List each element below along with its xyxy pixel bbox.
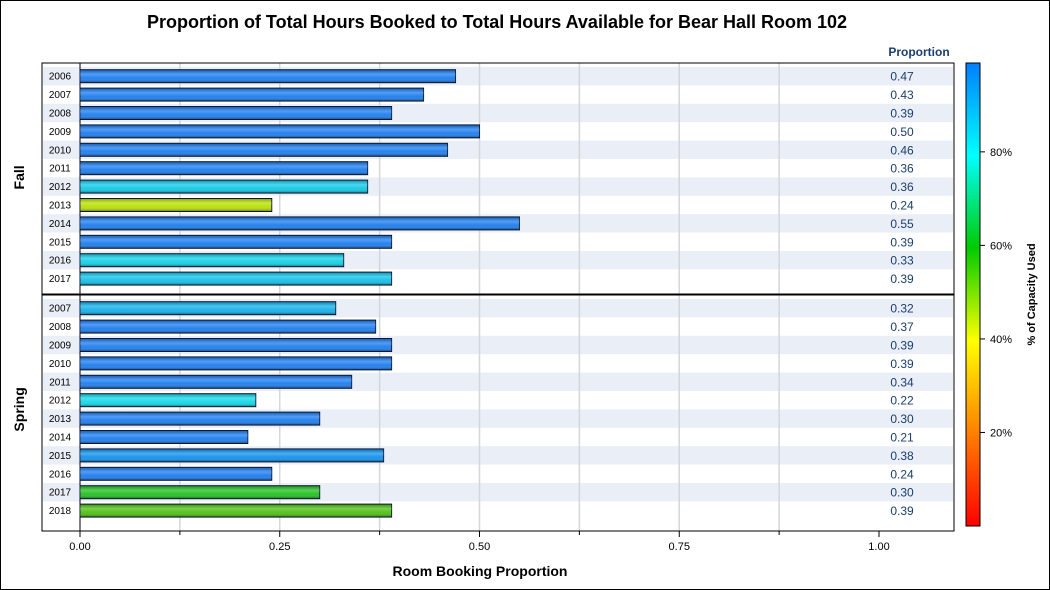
bar-shine-fall-2017 xyxy=(80,272,392,286)
row-label-spring-2015: 2015 xyxy=(49,451,72,462)
row-label-fall-2016: 2016 xyxy=(49,256,72,267)
row-label-spring-2010: 2010 xyxy=(49,359,72,370)
bar-shine-fall-2014 xyxy=(80,216,520,230)
bar-shine-spring-2014 xyxy=(80,430,248,444)
bar-shine-spring-2012 xyxy=(80,393,256,407)
x-tick-label: 0.25 xyxy=(269,541,290,553)
bar-shine-fall-2009 xyxy=(80,124,480,138)
bar-shine-spring-2017 xyxy=(80,485,320,499)
value-label-fall-2006: 0.47 xyxy=(890,70,914,84)
row-label-fall-2007: 2007 xyxy=(49,90,72,101)
value-label-fall-2009: 0.50 xyxy=(890,125,914,139)
row-label-fall-2006: 2006 xyxy=(49,72,72,83)
row-label-spring-2014: 2014 xyxy=(49,433,72,444)
value-column-header: Proportion xyxy=(888,45,949,59)
x-axis-title: Room Booking Proportion xyxy=(393,563,568,579)
bar-shine-spring-2016 xyxy=(80,467,272,481)
row-label-spring-2017: 2017 xyxy=(49,488,72,499)
plot-frame xyxy=(41,62,955,532)
chart-title: Proportion of Total Hours Booked to Tota… xyxy=(147,12,847,32)
value-label-spring-2007: 0.32 xyxy=(890,302,914,316)
row-label-fall-2013: 2013 xyxy=(49,201,72,212)
value-label-spring-2018: 0.39 xyxy=(890,504,914,518)
value-label-fall-2012: 0.36 xyxy=(890,180,914,194)
row-label-fall-2009: 2009 xyxy=(49,127,72,138)
colorbar-label: % of Capacity Used xyxy=(1026,243,1038,345)
row-label-fall-2011: 2011 xyxy=(49,164,71,175)
row-label-fall-2010: 2010 xyxy=(49,145,72,156)
row-label-spring-2007: 2007 xyxy=(49,304,72,315)
bar-shine-spring-2015 xyxy=(80,448,384,462)
value-label-fall-2015: 0.39 xyxy=(890,235,914,249)
value-label-fall-2016: 0.33 xyxy=(890,254,914,268)
bar-shine-spring-2007 xyxy=(80,301,336,315)
value-label-spring-2017: 0.30 xyxy=(890,486,914,500)
colorbar-gradient xyxy=(965,62,981,527)
bar-shine-spring-2013 xyxy=(80,412,320,426)
bar-shine-fall-2006 xyxy=(80,69,456,83)
value-label-spring-2016: 0.24 xyxy=(890,467,914,481)
value-label-spring-2012: 0.22 xyxy=(890,394,914,408)
value-label-spring-2010: 0.39 xyxy=(890,357,914,371)
bar-shine-spring-2010 xyxy=(80,356,392,370)
value-label-spring-2014: 0.21 xyxy=(890,431,914,445)
value-label-fall-2013: 0.24 xyxy=(890,199,914,213)
labels-layer: 2006 0.47 2007 0.43 2008 0.39 2009 0.50 2010 0.46… xyxy=(11,70,914,518)
bar-shine-fall-2015 xyxy=(80,235,392,249)
x-tick-label: 1.00 xyxy=(868,541,889,553)
row-label-fall-2015: 2015 xyxy=(49,237,72,248)
bar-shine-fall-2012 xyxy=(80,180,368,194)
x-axis: 0.00 0.25 0.50 0.75 1.00 xyxy=(41,62,955,553)
bar-shine-fall-2010 xyxy=(80,143,448,157)
bar-shine-spring-2018 xyxy=(80,504,392,518)
row-label-fall-2014: 2014 xyxy=(49,219,72,230)
row-label-spring-2018: 2018 xyxy=(49,506,72,517)
row-label-fall-2017: 2017 xyxy=(49,274,72,285)
x-tick-label: 0.00 xyxy=(69,541,90,553)
colorbar-tick-label: 60% xyxy=(990,240,1012,252)
bar-shine-spring-2008 xyxy=(80,320,376,334)
bar-shine-fall-2011 xyxy=(80,161,368,175)
bar-shine-fall-2007 xyxy=(80,88,424,102)
value-label-spring-2013: 0.30 xyxy=(890,412,914,426)
value-label-spring-2009: 0.39 xyxy=(890,339,914,353)
group-label-spring: Spring xyxy=(11,387,27,431)
value-label-spring-2008: 0.37 xyxy=(890,320,914,334)
value-label-fall-2010: 0.46 xyxy=(890,143,914,157)
bar-shine-spring-2009 xyxy=(80,338,392,352)
bar-shine-fall-2008 xyxy=(80,106,392,120)
bar-shine-fall-2013 xyxy=(80,198,272,212)
x-tick-label: 0.75 xyxy=(669,541,690,553)
value-label-fall-2007: 0.43 xyxy=(890,88,914,102)
row-label-spring-2011: 2011 xyxy=(49,377,71,388)
row-label-fall-2012: 2012 xyxy=(49,182,72,193)
bar-shine-spring-2011 xyxy=(80,375,352,389)
value-label-fall-2011: 0.36 xyxy=(890,162,914,176)
colorbar-tick-label: 20% xyxy=(990,427,1012,439)
value-label-spring-2011: 0.34 xyxy=(890,375,914,389)
bar-shine-fall-2016 xyxy=(80,253,344,267)
row-label-spring-2009: 2009 xyxy=(49,341,72,352)
value-label-fall-2014: 0.55 xyxy=(890,217,914,231)
group-label-fall: Fall xyxy=(11,165,27,189)
x-tick-label: 0.50 xyxy=(469,541,490,553)
row-label-spring-2016: 2016 xyxy=(49,469,72,480)
colorbar: 20% 40% 60% 80% % of Capacity Used xyxy=(965,62,1038,527)
row-label-spring-2012: 2012 xyxy=(49,396,72,407)
row-label-spring-2013: 2013 xyxy=(49,414,72,425)
value-label-spring-2015: 0.38 xyxy=(890,449,914,463)
value-label-fall-2017: 0.39 xyxy=(890,272,914,286)
colorbar-tick-label: 80% xyxy=(990,147,1012,159)
row-label-fall-2008: 2008 xyxy=(49,109,72,120)
value-label-fall-2008: 0.39 xyxy=(890,107,914,121)
colorbar-tick-label: 40% xyxy=(990,334,1012,346)
bars-layer xyxy=(79,69,520,518)
row-label-spring-2008: 2008 xyxy=(49,322,72,333)
